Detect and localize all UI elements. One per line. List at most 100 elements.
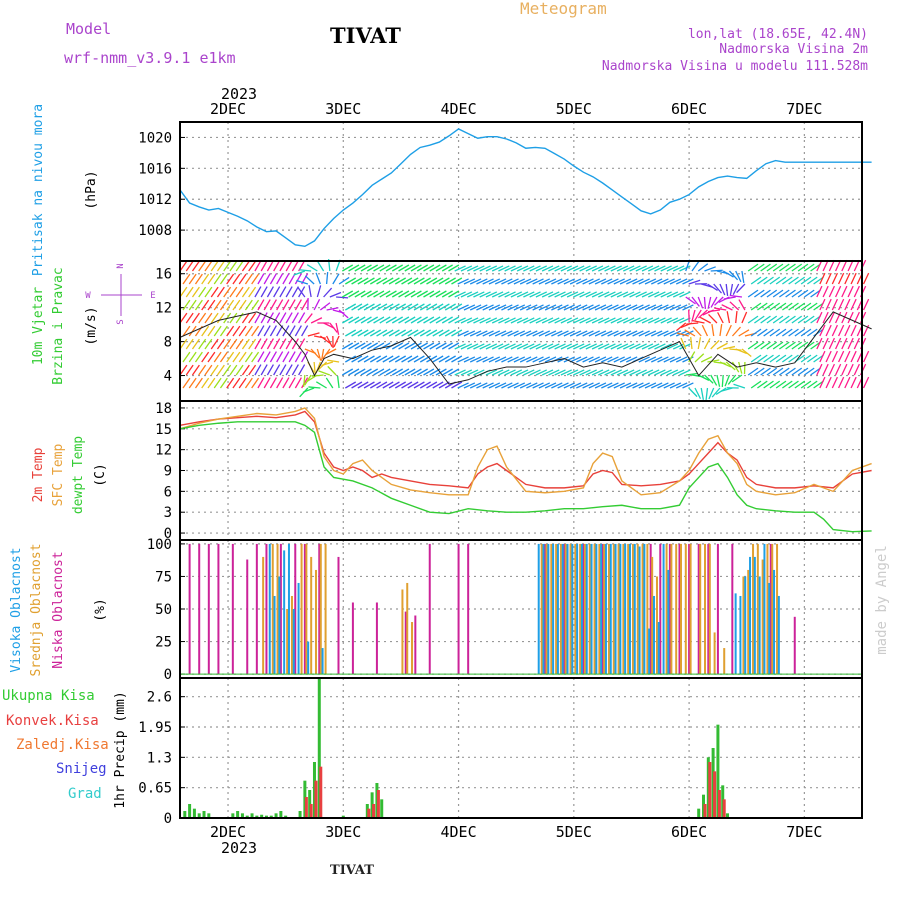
wind-barb bbox=[675, 356, 688, 363]
wind-barb bbox=[816, 337, 823, 350]
wind-barb bbox=[772, 315, 784, 324]
wind-barb bbox=[357, 381, 369, 389]
bar-total_precip bbox=[380, 799, 384, 818]
compass-icon: N S W E bbox=[85, 263, 155, 324]
wind-barb bbox=[451, 303, 463, 311]
wind-barb bbox=[423, 316, 435, 324]
wind-barb bbox=[291, 286, 299, 298]
wind-barb bbox=[369, 329, 382, 337]
wind-barb bbox=[594, 356, 607, 363]
wind-barb bbox=[188, 299, 197, 311]
elevation-text: Nadmorska Visina 2m bbox=[719, 42, 868, 57]
wind-barb bbox=[666, 343, 679, 350]
bar-total_precip bbox=[207, 813, 211, 818]
wind-barb bbox=[669, 304, 682, 311]
wind-barb bbox=[573, 369, 585, 376]
wind-barb bbox=[504, 369, 516, 376]
wind-barb bbox=[319, 302, 331, 311]
wind-barb bbox=[373, 316, 385, 324]
wind-barb bbox=[269, 351, 277, 363]
wind-barb bbox=[316, 260, 325, 272]
wind-barb bbox=[294, 325, 302, 337]
bar-mid_cloud bbox=[588, 543, 591, 675]
wind-barb bbox=[201, 351, 210, 363]
bar-low_cloud bbox=[697, 543, 700, 675]
wind-barb bbox=[657, 304, 669, 311]
wind-barb bbox=[657, 278, 669, 285]
wind-barb bbox=[288, 299, 296, 311]
wind-barb bbox=[513, 382, 526, 389]
wind-barb bbox=[519, 278, 532, 285]
top-year: 2023 bbox=[221, 85, 257, 103]
wind-barb bbox=[348, 290, 360, 298]
bar-total_precip bbox=[274, 813, 278, 818]
wind-barb bbox=[426, 381, 438, 389]
wind-barb bbox=[541, 265, 554, 272]
wind-barb bbox=[198, 364, 207, 376]
wind-barb bbox=[569, 356, 582, 363]
wind-barb bbox=[354, 342, 366, 350]
bar-mid_cloud bbox=[742, 576, 745, 675]
wind-barb bbox=[800, 302, 812, 311]
bar-low_cloud bbox=[246, 559, 249, 675]
wind-barb bbox=[847, 285, 854, 298]
bar-conv_precip bbox=[314, 780, 318, 818]
wind-barb bbox=[201, 299, 210, 311]
panel-pressure: 1008 1012 1016 1020 bbox=[138, 121, 872, 262]
wind-barb bbox=[329, 322, 338, 333]
wind-barb bbox=[398, 316, 410, 324]
wind-barb bbox=[733, 383, 746, 389]
wind-barb bbox=[354, 316, 366, 324]
wind-barb bbox=[834, 311, 842, 324]
bar-high_cloud bbox=[763, 543, 766, 675]
wind-barb bbox=[800, 380, 812, 389]
wind-barb bbox=[616, 291, 629, 298]
wind-barb bbox=[226, 377, 235, 389]
wind-barb bbox=[647, 291, 660, 298]
wind-barb bbox=[723, 296, 736, 300]
wind-barb bbox=[354, 368, 366, 376]
wind-barb bbox=[692, 319, 705, 324]
wind-barb bbox=[498, 265, 510, 272]
wind-barb bbox=[294, 299, 302, 311]
model-elevation-text: Nadmorska Visina u modelu 111.528m bbox=[602, 59, 868, 74]
wind-barb bbox=[816, 311, 823, 324]
sfc-label: SFC Temp bbox=[51, 444, 66, 507]
wind-barb bbox=[735, 348, 748, 355]
bar-high_cloud bbox=[580, 543, 583, 675]
wind-barb bbox=[607, 356, 619, 363]
wind-barb bbox=[719, 361, 732, 368]
wind-barb bbox=[647, 317, 660, 324]
y-tick-label: 1008 bbox=[138, 223, 172, 239]
wind-barb bbox=[760, 367, 771, 376]
wind-barb bbox=[426, 329, 438, 337]
wind-barb bbox=[619, 382, 632, 389]
wind-barb bbox=[404, 342, 416, 350]
wind-barb bbox=[466, 369, 479, 376]
wind-barb bbox=[479, 265, 491, 272]
wind-barb bbox=[348, 316, 360, 324]
bar-mid_cloud bbox=[262, 556, 265, 675]
wind-barb bbox=[732, 283, 740, 295]
wind-barb bbox=[238, 377, 247, 389]
wind-barb bbox=[285, 286, 293, 298]
wind-barb bbox=[438, 303, 450, 311]
y-tick-label: 50 bbox=[155, 602, 172, 618]
bar-mid_cloud bbox=[675, 543, 678, 675]
y-tick-label: 1016 bbox=[138, 161, 172, 177]
wind-barb bbox=[619, 304, 632, 311]
wind-barb bbox=[650, 382, 663, 389]
wind-barb bbox=[573, 291, 585, 298]
wind-barb bbox=[825, 350, 832, 363]
wind-barb bbox=[454, 369, 466, 376]
wind-barb bbox=[288, 351, 296, 363]
bar-low_cloud bbox=[265, 543, 268, 675]
wind-barb bbox=[601, 304, 613, 311]
wind-barb bbox=[288, 377, 296, 389]
wind-barb bbox=[763, 380, 774, 389]
bar-high_cloud bbox=[556, 543, 559, 675]
wind-barb bbox=[394, 355, 407, 363]
wind-barb bbox=[416, 290, 428, 298]
wind-barb bbox=[800, 276, 812, 285]
